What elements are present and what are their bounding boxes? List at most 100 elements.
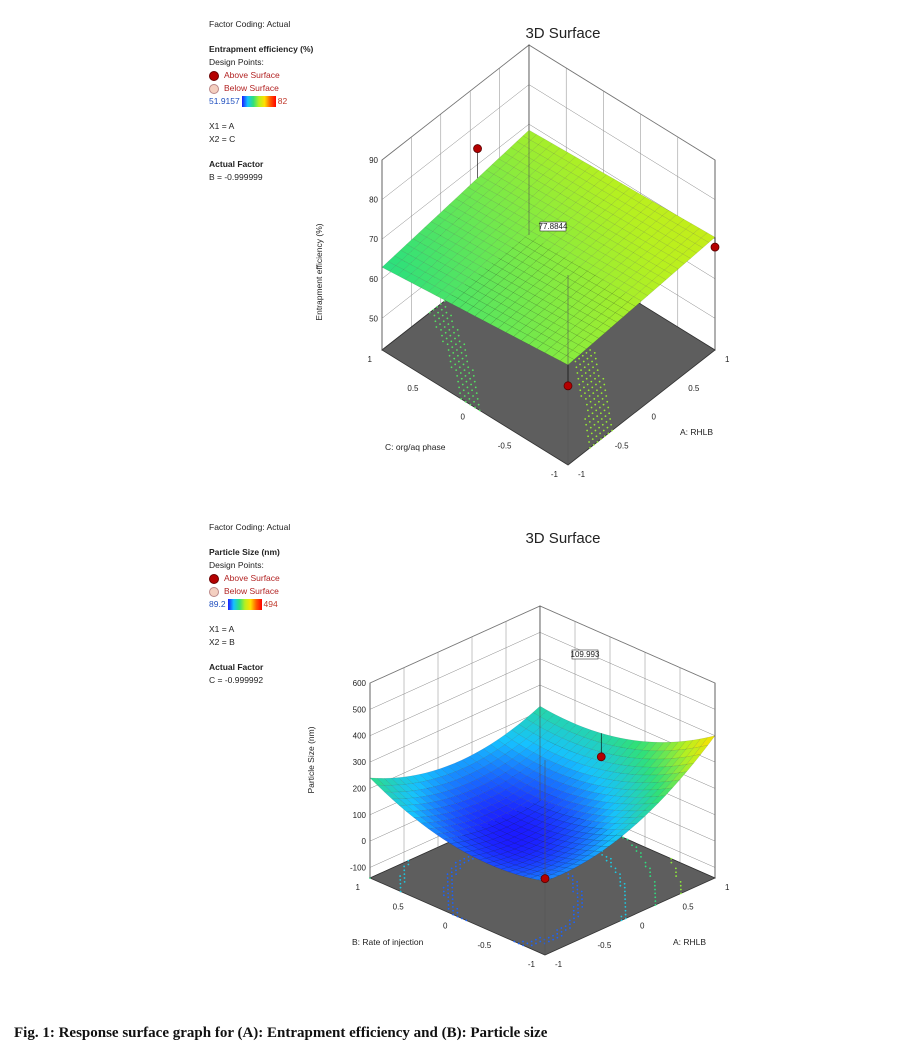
- surface-patch: [656, 260, 671, 271]
- floor-contour-point: [596, 441, 599, 443]
- surface-patch: [420, 281, 435, 292]
- floor-contour-point: [459, 392, 461, 395]
- surface-patch: [469, 761, 485, 772]
- wall-gridline: [539, 632, 716, 710]
- floor-contour-point: [587, 389, 590, 392]
- floor-contour-point: [547, 936, 550, 939]
- floor-contour-point: [620, 919, 623, 922]
- floor-contour-point: [670, 861, 673, 864]
- surface-patch: [458, 257, 474, 268]
- surface-patch: [505, 767, 521, 778]
- design-points-label: Design Points:: [209, 560, 264, 570]
- surface-patch: [657, 773, 673, 783]
- design-point: [540, 874, 550, 883]
- surface-patch: [472, 256, 488, 267]
- floor-contour-point: [451, 898, 454, 901]
- surface-patch: [434, 814, 450, 821]
- surface-patch: [515, 871, 531, 877]
- surface-patch: [511, 321, 527, 332]
- floor-contour-point: [576, 372, 579, 374]
- floor-contour-point: [572, 890, 575, 893]
- floor-contour-point: [517, 942, 520, 945]
- floor-contour-point: [435, 326, 438, 328]
- floor-contour-point: [448, 354, 451, 357]
- surface-patch: [586, 265, 602, 276]
- floor-contour-point: [581, 905, 584, 908]
- floor-contour-point: [581, 898, 583, 901]
- floor-contour-point: [463, 369, 466, 372]
- surface-patch: [521, 854, 538, 860]
- floor-contour-point: [450, 867, 453, 870]
- surface-patch: [620, 765, 636, 775]
- surface-patch: [613, 773, 629, 782]
- color-gradient-bar: [241, 96, 276, 107]
- floor-contour-point: [447, 907, 450, 910]
- floor-contour-point: [442, 894, 445, 897]
- surface-patch: [663, 741, 679, 751]
- floor-contour-point: [428, 311, 431, 314]
- floor-contour-point: [589, 349, 592, 351]
- surface-patch: [676, 253, 691, 264]
- floor-contour-point: [654, 900, 657, 902]
- floor-contour-point: [601, 423, 604, 426]
- floor-contour-point: [526, 942, 529, 945]
- surface-patch: [550, 833, 566, 840]
- surface-plot-b: 3D Surface109.9936005004003002001000-100…: [306, 530, 730, 969]
- floor-contour-point: [451, 346, 454, 349]
- surface-patch: [521, 334, 536, 345]
- surface-patch: [535, 333, 550, 344]
- floor-contour-point: [456, 911, 459, 914]
- floor-contour-point: [580, 894, 583, 897]
- floor-contour-point: [598, 426, 601, 429]
- surface-patch: [608, 835, 624, 842]
- surface-patch: [547, 734, 563, 745]
- floor-contour-point: [464, 374, 467, 377]
- surface-patch: [579, 839, 595, 846]
- floor-contour-point: [450, 314, 452, 317]
- below-surface-legend: Below Surface: [209, 585, 290, 598]
- surface-patch: [489, 229, 504, 240]
- floor-contour-point: [450, 340, 453, 343]
- floor-contour-point: [535, 942, 537, 945]
- floor-contour-point: [624, 913, 627, 916]
- floor-contour-point: [460, 377, 463, 380]
- surface-patch: [459, 302, 474, 313]
- z-tick-label: 0: [362, 837, 367, 846]
- x-tick-label: -0.5: [598, 941, 612, 950]
- y-tick-label: -0.5: [498, 441, 512, 450]
- design-point: [473, 144, 482, 153]
- floor-contour-point: [456, 349, 458, 351]
- floor-contour-point: [530, 940, 533, 943]
- floor-contour-point: [568, 919, 571, 922]
- floor-contour-point: [591, 438, 594, 441]
- surface-patch: [664, 772, 680, 783]
- surface-patch: [449, 842, 466, 849]
- wall-gridline: [539, 605, 716, 684]
- floor-contour-point: [593, 423, 596, 426]
- floor-contour-point: [605, 420, 608, 423]
- surface-patch: [513, 819, 529, 828]
- surface-patch: [484, 796, 500, 806]
- floor-contour-point: [649, 871, 652, 874]
- y-tick-label: 1: [356, 883, 361, 892]
- floor-contour-point: [471, 857, 474, 860]
- x-tick-label: 0.5: [688, 384, 700, 393]
- floor-contour-point: [469, 377, 472, 380]
- y-tick-label: -0.5: [477, 941, 491, 950]
- floor-contour-point: [459, 863, 462, 866]
- floor-contour-point: [446, 877, 449, 879]
- surface-patch: [505, 793, 521, 802]
- surface-patch: [519, 767, 535, 777]
- surface-patch: [670, 259, 685, 270]
- floor-contour-point: [472, 374, 475, 377]
- surface-patch: [543, 849, 559, 856]
- floor-contour-point: [568, 923, 571, 926]
- surface-patch: [441, 239, 457, 250]
- floor-contour-point: [635, 850, 638, 852]
- floor-contour-point: [399, 879, 402, 881]
- floor-contour-point: [451, 905, 454, 908]
- floor-contour-point: [584, 372, 587, 374]
- x-axis-label: A: RHLB: [673, 937, 706, 947]
- wall-gridline: [369, 605, 541, 684]
- floor-contour-point: [573, 917, 575, 920]
